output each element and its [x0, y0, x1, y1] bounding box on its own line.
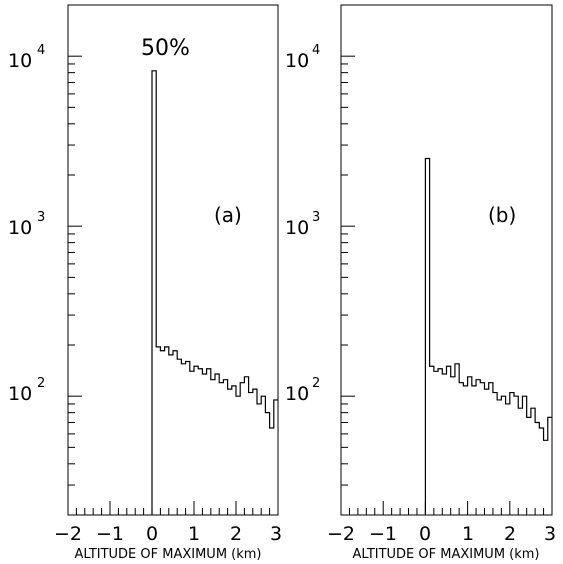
y-tick-label-a-base-0: 10	[8, 50, 32, 72]
y-tick-label-a-exp-0: 4	[37, 43, 45, 58]
panel-a: −2 −1 0 1 2 3 10 4 10 3 10 2 50% (a) ALT…	[8, 4, 282, 562]
y-tick-label-a-base-2: 10	[8, 383, 32, 405]
x-ticks-a	[67, 501, 279, 515]
y-tick-label-b-exp-2: 2	[312, 376, 320, 391]
y-tick-label-b-exp-1: 3	[312, 210, 320, 225]
y-tick-label-b-base-2: 10	[285, 383, 309, 405]
x-tick-label-b-4: 2	[504, 523, 516, 545]
annotation-50-percent: 50%	[141, 36, 190, 61]
x-tick-label-a-2: 0	[146, 523, 158, 545]
panel-label-b: (b)	[488, 203, 516, 227]
x-tick-label-a-5: 3	[270, 523, 282, 545]
histogram-a	[151, 70, 278, 515]
x-tick-label-a-0: −2	[54, 523, 82, 545]
x-axis-title-b: ALTITUDE OF MAXIMUM (km)	[352, 547, 539, 562]
y-tick-label-a-base-1: 10	[8, 217, 32, 239]
y-tick-label-a-exp-2: 2	[37, 376, 45, 391]
panel-b: −2 −1 0 1 2 3 10 4 10 3 10 2 (b) ALTITUD…	[285, 4, 556, 562]
x-tick-label-b-5: 3	[544, 523, 556, 545]
x-tick-label-a-3: 1	[188, 523, 200, 545]
y-ticks-b	[341, 4, 355, 516]
plot-frame-b	[340, 4, 553, 516]
y-tick-label-a-exp-1: 3	[37, 210, 45, 225]
y-ticks-a	[68, 4, 82, 516]
x-ticks-b	[340, 501, 553, 515]
histogram-outline-a	[151, 70, 278, 515]
x-tick-label-b-2: 0	[419, 523, 431, 545]
x-axis-title-a: ALTITUDE OF MAXIMUM (km)	[74, 547, 261, 562]
plot-frame-a	[67, 4, 279, 516]
histogram-b	[424, 157, 552, 515]
panel-label-a: (a)	[214, 203, 242, 227]
y-tick-label-b-base-1: 10	[285, 217, 309, 239]
histogram-outline-b	[424, 157, 552, 515]
x-tick-label-b-1: −1	[369, 523, 397, 545]
y-tick-label-b-base-0: 10	[285, 50, 309, 72]
y-tick-label-b-exp-0: 4	[312, 43, 320, 58]
x-tick-label-a-1: −1	[96, 523, 124, 545]
x-tick-label-b-3: 1	[462, 523, 474, 545]
x-tick-label-b-0: −2	[327, 523, 355, 545]
x-tick-label-a-4: 2	[230, 523, 242, 545]
